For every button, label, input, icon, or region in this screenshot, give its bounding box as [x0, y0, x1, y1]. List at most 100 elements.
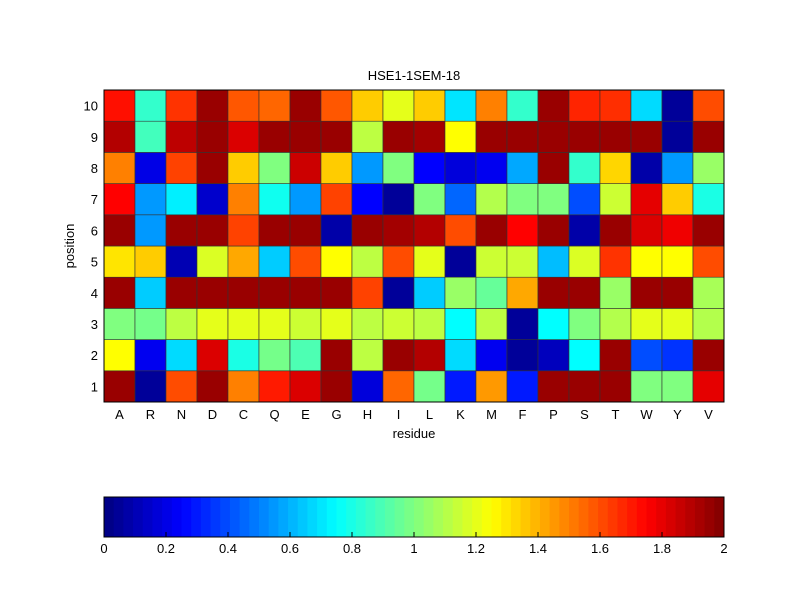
cell-V-7 [692, 183, 725, 216]
cell-G-7 [320, 183, 353, 216]
cell-R-1 [134, 370, 167, 403]
cell-T-7 [599, 183, 632, 216]
colorbar-segment [414, 497, 425, 537]
colorbar-segment [346, 497, 357, 537]
cell-D-8 [196, 152, 229, 184]
colorbar-segment [259, 497, 270, 537]
cell-R-6 [134, 214, 167, 247]
colorbar-segment [123, 497, 134, 537]
cell-N-7 [165, 183, 198, 216]
colorbar-segment [578, 497, 589, 537]
cell-S-3 [568, 308, 601, 340]
cell-T-3 [599, 308, 632, 340]
cell-A-5 [103, 245, 136, 278]
cell-H-1 [351, 370, 384, 403]
cell-Y-6 [661, 214, 694, 247]
cell-Q-10 [258, 89, 291, 122]
colorbar-segment [384, 497, 396, 537]
cell-L-4 [413, 276, 446, 309]
cell-C-8 [227, 152, 260, 184]
cell-Q-4 [258, 276, 291, 309]
cell-T-5 [599, 245, 632, 278]
cell-L-9 [413, 120, 446, 153]
cell-Q-7 [258, 183, 291, 216]
cell-D-6 [196, 214, 229, 247]
colorbar-segment [307, 497, 318, 537]
cell-C-6 [227, 214, 260, 247]
colorbar-segment [336, 497, 347, 537]
colorbar-segment [539, 497, 551, 537]
colorbar-segment [394, 497, 405, 537]
cell-T-1 [599, 370, 632, 403]
cell-L-10 [413, 89, 446, 122]
cell-V-4 [692, 276, 725, 309]
x-tick-label: V [704, 407, 713, 422]
cell-W-8 [630, 152, 663, 184]
cell-Q-9 [258, 120, 291, 153]
colorbar-segment [714, 497, 725, 537]
cell-R-10 [134, 89, 167, 122]
cell-F-4 [506, 276, 539, 309]
cell-V-3 [692, 308, 725, 340]
cell-G-5 [320, 245, 353, 278]
cell-S-5 [568, 245, 601, 278]
cell-P-4 [537, 276, 570, 309]
colorbar-tick-label: 0.2 [157, 541, 175, 556]
x-tick-label: P [549, 407, 558, 422]
cell-F-5 [506, 245, 539, 278]
plot-frame [103, 89, 725, 403]
cell-Q-2 [258, 339, 291, 372]
cell-W-10 [630, 89, 663, 122]
cell-Q-5 [258, 245, 291, 278]
cell-L-3 [413, 308, 446, 340]
x-tick-label: G [331, 407, 341, 422]
cell-D-7 [196, 183, 229, 216]
cell-Y-9 [661, 120, 694, 153]
cell-E-9 [289, 120, 322, 153]
cell-M-9 [475, 120, 508, 153]
y-tick-label: 4 [91, 286, 98, 301]
colorbar-tick-label: 2 [720, 541, 727, 556]
cell-F-6 [506, 214, 539, 247]
cell-M-10 [475, 89, 508, 122]
cell-Y-1 [661, 370, 694, 403]
cell-I-5 [382, 245, 415, 278]
cell-H-2 [351, 339, 384, 372]
cell-C-9 [227, 120, 260, 153]
cell-G-6 [320, 214, 353, 247]
cell-A-6 [103, 214, 136, 247]
cell-M-3 [475, 308, 508, 340]
colorbar-segment [317, 497, 328, 537]
colorbar-segment [559, 497, 570, 537]
cell-K-8 [444, 152, 477, 184]
cell-A-3 [103, 308, 136, 340]
cell-S-7 [568, 183, 601, 216]
y-tick-label: 3 [91, 317, 98, 332]
cell-W-3 [630, 308, 663, 340]
colorbar-segment [443, 497, 454, 537]
colorbar-segment [355, 497, 367, 537]
cell-N-1 [165, 370, 198, 403]
y-tick-label: 8 [91, 161, 98, 176]
cell-P-2 [537, 339, 570, 372]
cell-I-2 [382, 339, 415, 372]
cell-H-6 [351, 214, 384, 247]
cell-R-2 [134, 339, 167, 372]
cell-C-10 [227, 89, 260, 122]
colorbar-segment [171, 497, 182, 537]
cell-V-5 [692, 245, 725, 278]
cell-R-3 [134, 308, 167, 340]
x-tick-label: N [177, 407, 186, 422]
cell-R-9 [134, 120, 167, 153]
cell-L-2 [413, 339, 446, 372]
cell-Y-10 [661, 89, 694, 122]
cell-D-9 [196, 120, 229, 153]
cell-R-5 [134, 245, 167, 278]
cell-S-2 [568, 339, 601, 372]
cell-I-9 [382, 120, 415, 153]
cell-N-4 [165, 276, 198, 309]
cell-G-10 [320, 89, 353, 122]
cell-E-5 [289, 245, 322, 278]
cell-I-8 [382, 152, 415, 184]
colorbar-segment [510, 497, 522, 537]
